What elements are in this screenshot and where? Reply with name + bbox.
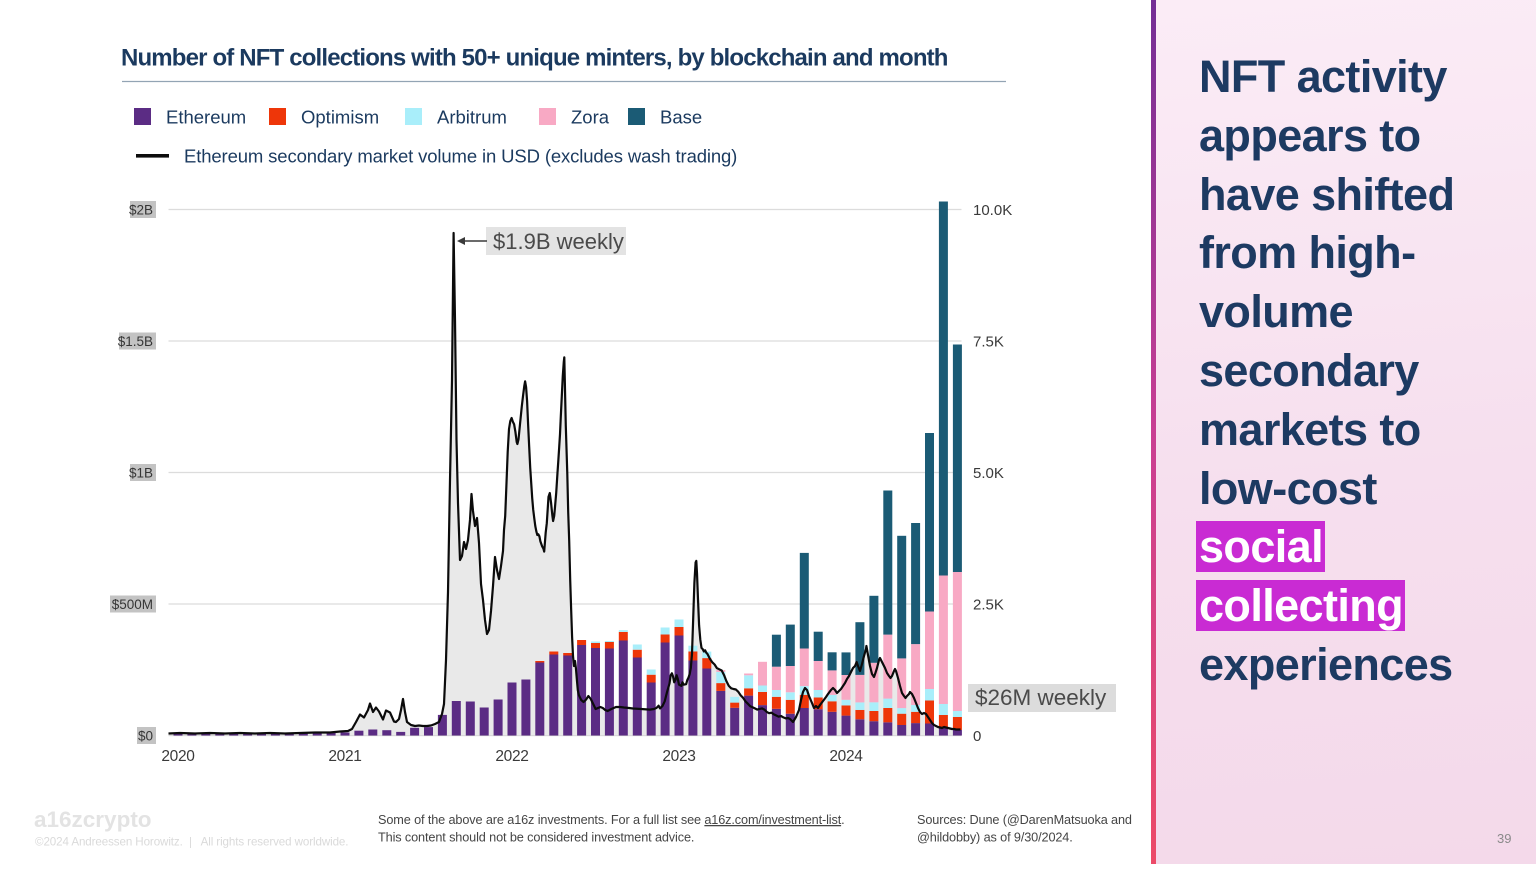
- svg-text:$1.9B weekly: $1.9B weekly: [493, 229, 624, 254]
- svg-text:$26M weekly: $26M weekly: [975, 685, 1107, 710]
- svg-text:10.0K: 10.0K: [973, 202, 1012, 219]
- svg-text:0: 0: [973, 728, 981, 745]
- svg-text:7.5K: 7.5K: [973, 334, 1004, 351]
- svg-text:2023: 2023: [662, 748, 695, 765]
- svg-text:This content should not be con: This content should not be considered in…: [378, 831, 694, 845]
- svg-text:2.5K: 2.5K: [973, 597, 1004, 614]
- svg-text:Base: Base: [660, 107, 702, 128]
- svg-text:Sources: Dune (@DarenMatsuoka: Sources: Dune (@DarenMatsuoka and: [917, 813, 1132, 827]
- svg-text:Ethereum: Ethereum: [166, 107, 246, 128]
- svg-text:@hildobby) as of 9/30/2024.: @hildobby) as of 9/30/2024.: [917, 831, 1073, 845]
- svg-text:©2024 Andreessen Horowitz. |: ©2024 Andreessen Horowitz. | All rights …: [35, 836, 348, 849]
- svg-text:$2B: $2B: [129, 203, 153, 218]
- svg-text:Zora: Zora: [571, 107, 610, 128]
- svg-text:$1.5B: $1.5B: [118, 334, 153, 349]
- svg-text:Ethereum secondary market volu: Ethereum secondary market volume in USD …: [184, 146, 737, 167]
- svg-text:$1B: $1B: [129, 466, 153, 481]
- svg-text:Some of the above are a16z inv: Some of the above are a16z investments. …: [378, 813, 845, 827]
- svg-text:5.0K: 5.0K: [973, 465, 1004, 482]
- svg-text:Optimism: Optimism: [301, 107, 379, 128]
- svg-text:a16zcrypto: a16zcrypto: [34, 807, 152, 832]
- svg-text:$500M: $500M: [112, 597, 153, 612]
- svg-text:2020: 2020: [161, 748, 195, 765]
- svg-text:2021: 2021: [328, 748, 361, 765]
- svg-text:Arbitrum: Arbitrum: [437, 107, 507, 128]
- svg-text:Number of NFT collections with: Number of NFT collections with 50+ uniqu…: [121, 44, 948, 71]
- svg-text:2022: 2022: [495, 748, 528, 765]
- svg-text:2024: 2024: [829, 748, 863, 765]
- svg-text:$0: $0: [138, 729, 153, 744]
